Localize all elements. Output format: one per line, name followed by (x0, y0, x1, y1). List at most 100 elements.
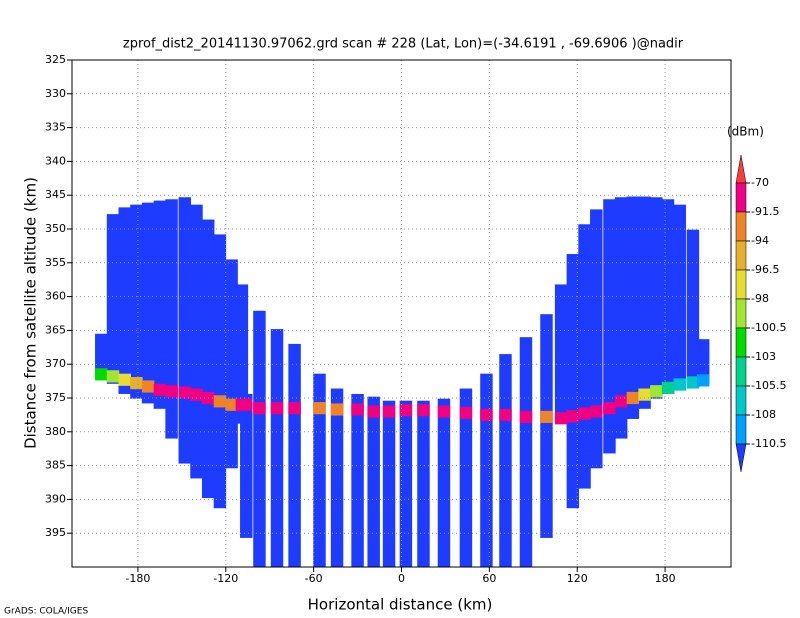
colorbar-cell (735, 414, 747, 445)
bright-band-cell (590, 405, 603, 418)
beam (578, 224, 591, 489)
beam (650, 197, 663, 399)
bright-band-cell (696, 374, 710, 387)
credit: GrADS: COLA/IGES (4, 607, 88, 617)
bright-band-cell (253, 402, 266, 415)
y-tick-label: 380 (45, 425, 66, 438)
beam (201, 219, 215, 499)
beam (626, 196, 640, 419)
beam (566, 254, 580, 509)
bright-band-cell (178, 386, 191, 399)
colorbar-cell (735, 356, 747, 387)
beam (673, 204, 686, 391)
colorbar-label: -91.5 (751, 205, 779, 218)
beam (554, 284, 568, 424)
beam (399, 400, 413, 567)
bright-band-cell (106, 370, 120, 383)
colorbar-title: (dBm) (727, 125, 764, 139)
beam (270, 329, 284, 567)
y-tick-label: 355 (45, 256, 66, 269)
colorbar-cell (735, 240, 747, 271)
bright-band-cell (141, 380, 155, 393)
x-tick-label: 60 (482, 572, 496, 585)
beam (614, 197, 628, 439)
beam (213, 234, 227, 509)
colorbar-cap (735, 443, 747, 473)
beam (686, 229, 700, 389)
bright-band-cell (686, 376, 700, 389)
y-tick-label: 350 (45, 222, 66, 235)
y-tick-label: 365 (45, 323, 66, 336)
beam (480, 373, 493, 567)
plot-area (95, 196, 710, 567)
colorbar-label: -105.5 (751, 379, 786, 392)
bright-band-cell (661, 381, 675, 394)
y-tick-label: 340 (45, 154, 66, 167)
x-tick-label: -180 (125, 572, 150, 585)
bright-band-cell (554, 412, 568, 425)
y-tick-label: 390 (45, 492, 66, 505)
bright-band-cell (519, 410, 533, 424)
bright-band-cell (650, 385, 663, 398)
bright-band-cell (313, 402, 326, 415)
beam (351, 393, 364, 567)
beam (288, 343, 301, 567)
bright-band-cell (614, 395, 628, 408)
colorbar-cell (735, 298, 747, 329)
bright-band-cell (225, 398, 238, 411)
x-tick-label: -120 (213, 572, 238, 585)
x-tick-label: 120 (567, 572, 588, 585)
bright-band-cell (499, 408, 512, 421)
beam (130, 204, 143, 399)
bright-band-cell (399, 404, 413, 417)
bright-band-cell (240, 398, 253, 411)
x-axis-label: Horizontal distance (km) (308, 596, 493, 614)
bright-band-cell (330, 403, 344, 416)
bright-band-cell (480, 408, 493, 421)
beam (106, 214, 120, 384)
beam (382, 400, 396, 567)
bright-band-cell (118, 373, 131, 386)
y-axis-label: Distance from satellite altitude (km) (22, 177, 40, 449)
bright-band-cell (165, 385, 178, 398)
colorbar-label: -108 (751, 408, 776, 421)
bright-band-cell (603, 402, 616, 415)
beam (367, 396, 380, 567)
beam (696, 339, 710, 384)
bright-band-cell (540, 410, 553, 424)
beam (638, 196, 651, 409)
bright-band-cell (351, 403, 364, 416)
x-tick-label: 0 (398, 572, 405, 585)
bright-band-cell (95, 368, 108, 381)
beam (225, 259, 238, 469)
beam (519, 337, 533, 567)
y-tick-label: 395 (45, 526, 66, 539)
bright-band-cell (638, 388, 651, 401)
y-tick-label: 330 (45, 87, 66, 100)
x-tick-label: 180 (655, 572, 676, 585)
y-tick-label: 345 (45, 188, 66, 201)
bright-band-cell (153, 383, 167, 396)
y-tick-label: 375 (45, 391, 66, 404)
beam (153, 200, 167, 409)
bright-band-cell (417, 404, 430, 417)
bright-band-cell (130, 377, 143, 390)
colorbar-cell (735, 211, 747, 242)
bright-band-cell (673, 378, 686, 391)
beam (603, 199, 616, 454)
beam (95, 333, 108, 380)
bright-band-cell (382, 405, 396, 418)
bright-band-cell (213, 395, 227, 408)
beam (235, 284, 249, 424)
colorbar-label: -96.5 (751, 263, 779, 276)
colorbar-label: -70 (751, 176, 769, 189)
colorbar-cell (735, 269, 747, 300)
beam (118, 207, 131, 394)
beam (141, 202, 155, 404)
y-tick-label: 325 (45, 53, 66, 66)
beam (190, 204, 203, 479)
colorbar-label: -110.5 (751, 437, 786, 450)
colorbar-label: -98 (751, 292, 769, 305)
y-tick-label: 370 (45, 357, 66, 370)
bright-band-cell (190, 388, 203, 401)
